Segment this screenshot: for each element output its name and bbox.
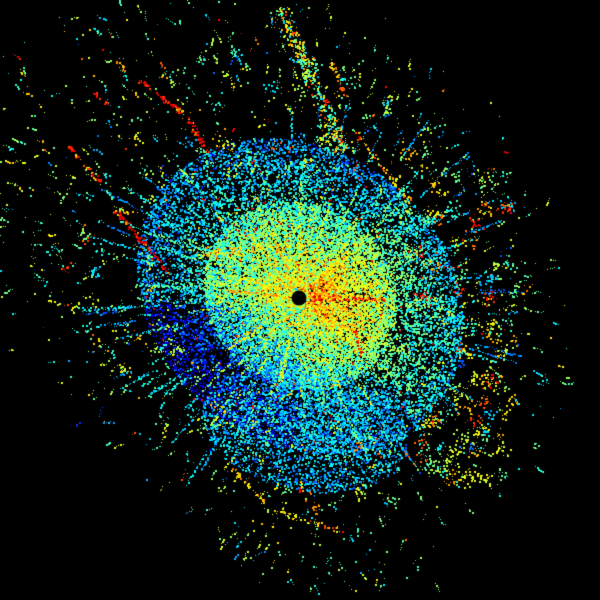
galaxy-scatter-canvas <box>0 0 600 600</box>
galaxy-point-cloud-figure <box>0 0 600 600</box>
